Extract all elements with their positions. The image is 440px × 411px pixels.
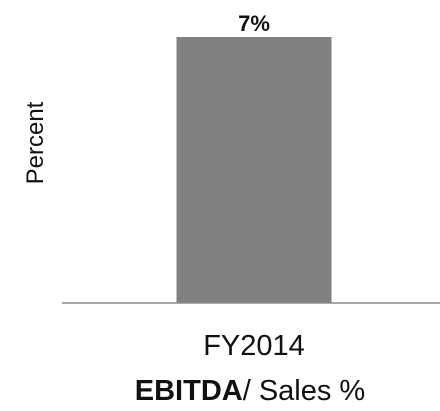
y-axis-title: Percent <box>22 101 49 184</box>
bar-group <box>176 37 332 303</box>
x-axis-title-bold: EBITDA <box>135 375 243 407</box>
data-label: 7% <box>238 11 270 36</box>
bar-fy2014 <box>176 37 332 303</box>
data-label-group: 7% <box>238 11 270 36</box>
x-axis-title-rest: / Sales % <box>243 375 366 407</box>
x-tick-label: FY2014 <box>203 330 305 362</box>
x-axis-title: EBITDA/ Sales % <box>135 375 365 407</box>
x-tick-label-group: FY2014 <box>203 330 305 362</box>
